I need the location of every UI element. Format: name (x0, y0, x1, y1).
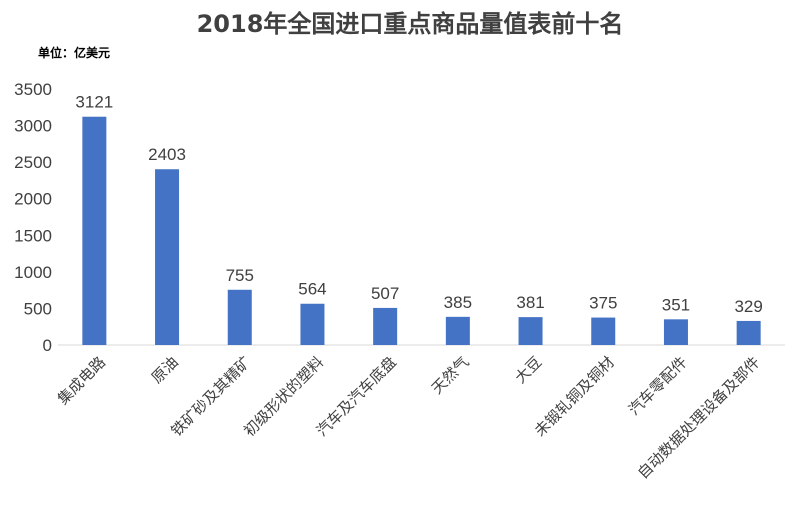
x-tick-label: 集成电路 (54, 353, 109, 408)
x-tick-label: 自动数据处理设备及部件 (634, 353, 763, 482)
y-tick-label: 1500 (14, 226, 52, 245)
x-tick-label: 汽车零配件 (625, 353, 691, 419)
data-label: 507 (371, 284, 399, 303)
data-label: 755 (226, 266, 254, 285)
y-tick-label: 3000 (14, 117, 52, 136)
data-label: 3121 (75, 93, 113, 112)
x-tick-label: 天然气 (428, 353, 473, 398)
bar (445, 316, 470, 345)
bar (736, 320, 761, 345)
data-label: 375 (589, 294, 617, 313)
bar (591, 317, 616, 345)
y-tick-label: 1000 (14, 263, 52, 282)
bar (300, 303, 325, 345)
bar (663, 319, 688, 345)
x-tick-label: 原油 (148, 353, 182, 387)
data-labels: 3121 2403 755 564 507 385 381 375 351 329 (75, 93, 762, 316)
bar (373, 307, 398, 345)
bar (82, 116, 107, 345)
y-tick-label: 2500 (14, 153, 52, 172)
y-tick-label: 500 (24, 299, 52, 318)
data-label: 564 (298, 280, 326, 299)
data-label: 385 (444, 293, 472, 312)
y-tick-label: 3500 (14, 80, 52, 99)
data-label: 329 (734, 297, 762, 316)
unit-label: 单位：亿美元 (38, 45, 110, 60)
bar (227, 289, 252, 345)
data-label: 381 (516, 293, 544, 312)
chart-title: 2018年全国进口重点商品量值表前十名 (197, 10, 624, 38)
x-tick-label: 大豆 (511, 353, 545, 387)
bar (518, 317, 543, 345)
x-axis-ticks: 集成电路 原油铁矿砂及其精矿初级形状的塑料汽车及汽车底盘 天然气 大豆未锻轧铜及铜材汽… (54, 353, 763, 482)
y-tick-label: 2000 (14, 190, 52, 209)
bar (155, 169, 180, 345)
bars (82, 116, 761, 345)
y-axis-ticks: 0 500 1000 1500 2000 2500 3000 3500 (14, 80, 52, 355)
y-tick-label: 0 (43, 336, 52, 355)
data-label: 2403 (148, 145, 186, 164)
data-label: 351 (662, 295, 690, 314)
